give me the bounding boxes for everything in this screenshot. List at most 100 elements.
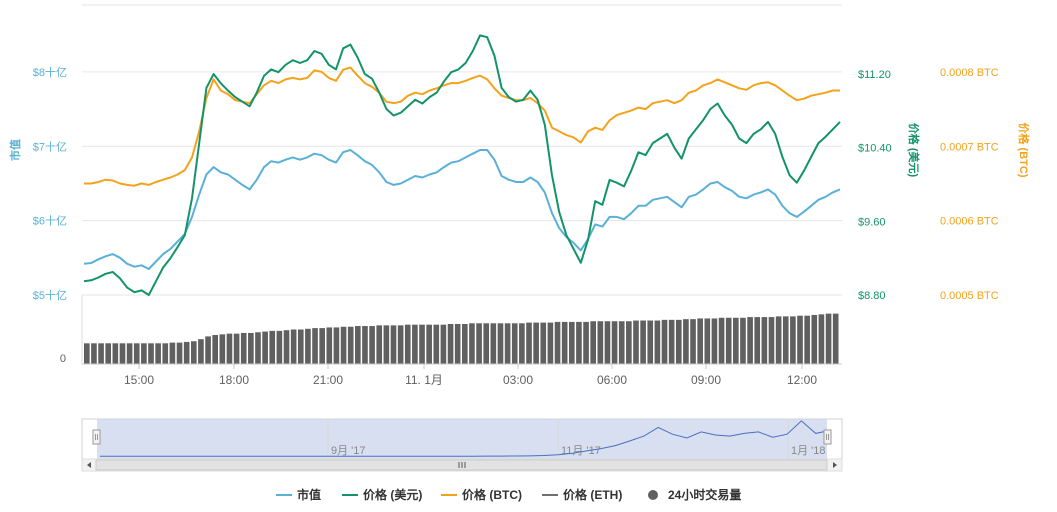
x-tick-label: 15:00 — [124, 373, 154, 387]
volume-bar — [483, 323, 490, 364]
volume-bar — [825, 313, 832, 364]
volume-bar — [262, 331, 268, 364]
volume-bar — [511, 323, 518, 364]
volume-bar — [526, 322, 532, 364]
volume-bar — [818, 314, 825, 364]
volume-bar — [711, 318, 718, 364]
volume-bar — [462, 323, 468, 364]
volume-bar — [611, 321, 618, 364]
scroll-left-arrow-icon[interactable] — [87, 462, 91, 468]
volume-bar — [190, 341, 197, 364]
price-btc-tick-label: 0.0006 BTC — [940, 216, 999, 228]
volume-bar — [604, 321, 611, 364]
legend-label: 价格 (美元) — [363, 487, 422, 502]
series-line-price-btc — [84, 66, 840, 187]
x-tick-label: 03:00 — [503, 373, 533, 387]
navigator-left-handle[interactable] — [92, 429, 101, 445]
volume-bar — [397, 325, 404, 364]
volume-bar — [91, 343, 97, 364]
volume-bar — [205, 336, 211, 364]
grid-lines — [82, 4, 842, 296]
volume-bar — [583, 321, 589, 364]
navigator[interactable]: 9月 '17 11月 '17 1月 '18 — [81, 418, 843, 460]
volume-bar — [98, 343, 104, 364]
legend-item-market-cap[interactable]: 市值 — [276, 487, 321, 502]
volume-bars — [84, 313, 839, 364]
legend-item-volume[interactable]: 24小时交易量 — [648, 487, 741, 502]
volume-bar — [547, 322, 554, 364]
volume-bar — [782, 316, 789, 364]
volume-bar — [540, 322, 547, 364]
x-tick-label: 06:00 — [597, 373, 627, 387]
volume-bar — [811, 315, 818, 364]
volume-bar — [419, 324, 425, 364]
scrollbar-grip-icon — [458, 462, 466, 468]
market-cap-tick-label: $6十亿 — [33, 214, 67, 228]
volume-bar — [626, 321, 632, 364]
series-line-price-usd — [83, 34, 841, 296]
navigator-date-label: 11月 '17 — [561, 445, 601, 457]
volume-bar — [155, 343, 161, 364]
x-tick-label: 12:00 — [787, 373, 817, 387]
navigator-date-label: 9月 '17 — [331, 445, 366, 457]
x-tick-label: 18:00 — [219, 373, 249, 387]
legend-item-price-eth[interactable]: 价格 (ETH) — [542, 487, 622, 502]
volume-bar — [747, 317, 753, 364]
volume-bar — [226, 333, 233, 364]
x-tick-label: 09:00 — [691, 373, 721, 387]
price-btc-tick-label: 0.0005 BTC — [940, 290, 999, 302]
market-cap-tick-label: $5十亿 — [33, 288, 67, 302]
volume-bar — [761, 317, 768, 364]
volume-bar — [404, 324, 411, 364]
volume-bar — [654, 320, 661, 364]
navigator-right-handle[interactable] — [823, 429, 832, 445]
volume-bar — [733, 317, 739, 364]
scroll-right-arrow-icon[interactable] — [833, 462, 837, 468]
volume-bar — [119, 343, 126, 364]
legend-item-price-usd[interactable]: 价格 (美元) — [342, 487, 422, 502]
navigator-selected-range[interactable] — [97, 419, 827, 459]
volume-bar — [704, 318, 711, 364]
x-tick-label: 11. 1月 — [405, 373, 443, 387]
legend: 市值 价格 (美元) 价格 (BTC) 价格 (ETH) 24小时交易量 — [276, 487, 741, 502]
volume-bar — [183, 341, 190, 364]
legend-item-price-btc[interactable]: 价格 (BTC) — [441, 487, 522, 502]
scrollbar[interactable] — [81, 458, 843, 472]
volume-bar — [718, 317, 725, 364]
tick-labels: $5十亿 $6十亿 $7十亿 $8十亿 $8.80 $9.60 $10.40 $11.20 0.… — [33, 65, 999, 387]
volume-bar — [590, 321, 597, 364]
volume-bar — [376, 325, 383, 364]
volume-bar — [340, 326, 347, 364]
axis-title-price-btc: 价格 (BTC) — [1017, 123, 1031, 178]
volume-bar — [176, 342, 183, 364]
volume-axis-zero: 0 — [60, 353, 66, 365]
axes: 市值 价格 (美元) 价格 (BTC) 0 — [8, 123, 1031, 366]
volume-bar — [476, 323, 482, 364]
volume-bar — [433, 324, 440, 364]
navigator-grid: 9月 '17 11月 '17 1月 '18 — [327, 419, 826, 459]
volume-bar — [440, 324, 447, 364]
volume-bar — [790, 316, 796, 364]
volume-bar — [797, 315, 803, 364]
volume-bar — [554, 321, 561, 364]
price-btc-tick-label: 0.0008 BTC — [940, 67, 999, 79]
volume-bar — [333, 327, 340, 364]
volume-bar — [319, 328, 325, 364]
volume-bar — [697, 318, 703, 364]
volume-bar — [725, 317, 732, 364]
volume-bar — [618, 321, 625, 364]
volume-bar — [633, 320, 639, 364]
volume-bar — [533, 322, 539, 364]
volume-bar — [754, 317, 761, 364]
volume-bar — [248, 332, 254, 364]
volume-bar — [162, 343, 169, 364]
price-usd-tick-label: $11.20 — [858, 69, 891, 81]
volume-bar — [112, 343, 119, 364]
volume-bar — [568, 321, 575, 364]
volume-bar — [519, 323, 525, 364]
volume-bar — [775, 316, 782, 364]
volume-bar — [469, 323, 475, 364]
volume-bar — [740, 317, 746, 364]
